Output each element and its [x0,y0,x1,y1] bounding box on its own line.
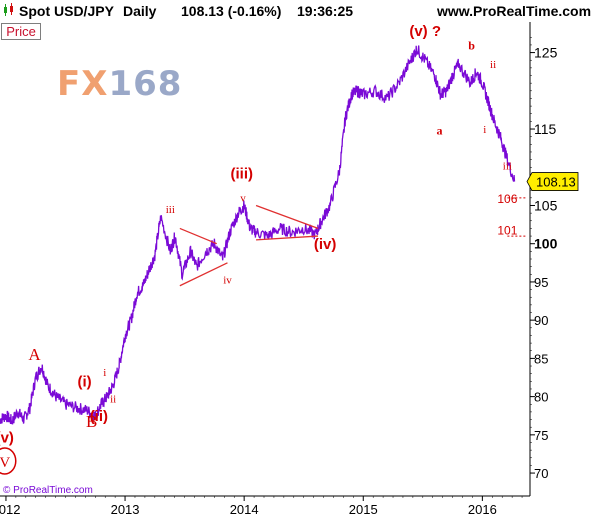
site-label: www.ProRealTime.com [437,3,592,19]
fx168-watermark: FX168 [57,64,182,104]
triangle-line [255,204,319,230]
triangle-line [179,262,228,287]
x-tick-label: 2015 [349,502,378,517]
circled-wave-label: V [0,455,10,471]
current-price-marker [526,172,579,191]
chart-header: Spot USD/JPY Daily 108.13 (-0.16%) 19:36… [0,0,600,22]
circled-wave-marker [0,447,17,475]
wave-annotation: 101 [497,224,517,238]
y-tick-label: 75 [534,428,548,443]
wave-annotation: B [86,412,97,431]
x-tick-label: 2016 [468,502,497,517]
wave-annotation: b [468,39,475,53]
y-tick-label: 70 [534,466,548,481]
watermark-right: 168 [108,64,183,104]
y-tick-label: 80 [534,390,548,405]
period-label: Daily [123,3,157,19]
wave-annotation: (v) ? [409,23,441,40]
time-label: 19:36:25 [297,3,354,19]
y-tick-label: 125 [534,45,558,61]
y-tick-label: 95 [534,275,548,290]
copyright-label: © ProRealTime.com [3,485,93,496]
last-price: 108.13 (-0.16%) [181,3,282,19]
y-tick-label: 100 [534,236,558,252]
wave-annotation: ii [110,394,116,406]
price-series-line [0,45,516,425]
wave-annotation: a [436,123,442,137]
candlestick-icon [4,3,13,16]
y-tick-label: 90 [534,313,548,328]
wave-annotation: ii [490,59,496,71]
y-tick-label: 85 [534,351,548,366]
wave-annotation: (v) [0,429,14,446]
x-tick-label: 2013 [111,502,140,517]
wave-annotation: i [483,124,486,136]
price-tab[interactable]: Price [1,23,41,40]
wave-annotation: v [240,193,246,205]
current-price-label: 108.13 [536,175,576,190]
wave-annotation: iii [166,204,175,216]
wave-annotation: (ii) [90,408,108,425]
triangle-line [256,235,319,241]
watermark-left: FX [57,64,109,104]
wave-annotation: (iv) [314,236,337,253]
wave-annotation: (iii) [231,166,254,183]
y-tick-label: 105 [534,197,558,213]
wave-annotation: 106 [497,192,517,206]
triangle-line [179,227,218,245]
wave-annotation: A [28,345,41,364]
wave-annotation: (i) [77,374,91,391]
x-tick-label: 2012 [0,502,20,517]
wave-annotation: iv [223,274,232,286]
x-tick-label: 2014 [230,502,259,517]
y-tick-label: 115 [534,121,557,137]
wave-annotation: i [103,367,106,379]
wave-annotation: iii [503,161,512,173]
instrument-title: Spot USD/JPY [19,3,114,19]
